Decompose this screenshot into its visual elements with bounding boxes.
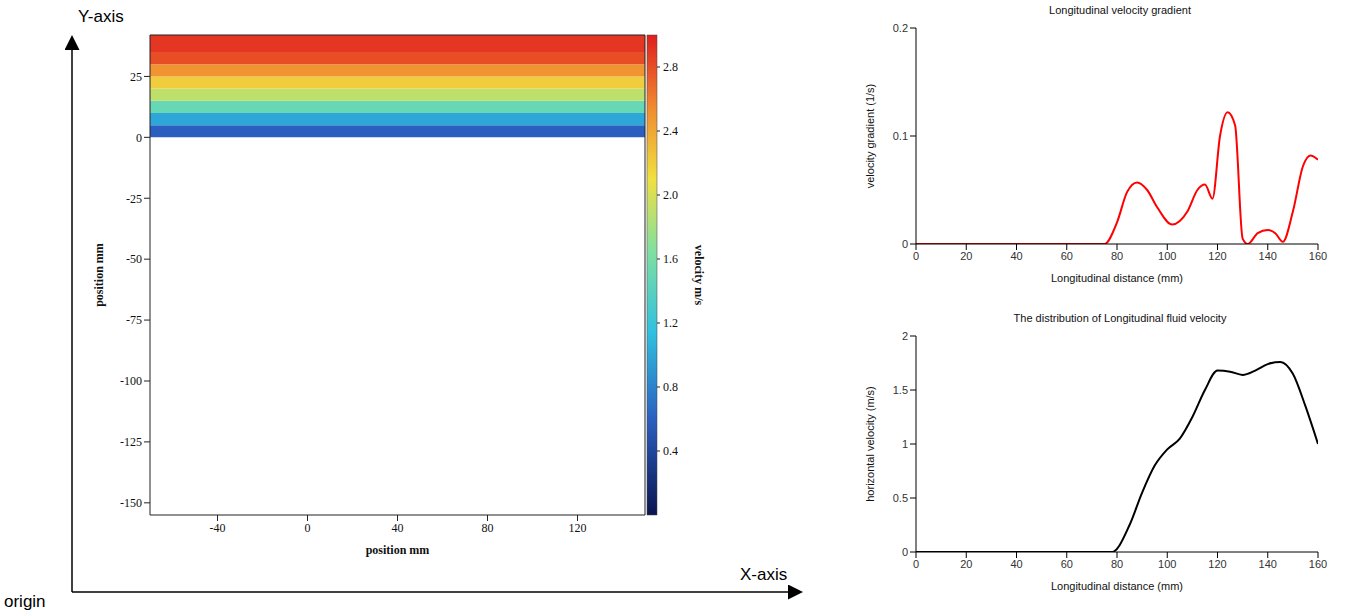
html-text:The distribution of Longitudin: The distribution of Longitudinal fluid v… — [1013, 312, 1227, 324]
svg-text:horizontal velocity (m/s): horizontal velocity (m/s) — [864, 386, 876, 502]
svg-text:position mm: position mm — [366, 543, 430, 557]
svg-text:-40: -40 — [210, 521, 226, 535]
svg-text:1: 1 — [902, 438, 908, 450]
svg-text:2.4: 2.4 — [663, 124, 678, 138]
svg-text:origin: origin — [4, 592, 46, 611]
svg-text:140: 140 — [1259, 558, 1277, 570]
svg-text:-25: -25 — [126, 192, 142, 206]
svg-text:80: 80 — [1111, 558, 1123, 570]
svg-text:0.4: 0.4 — [663, 444, 678, 458]
svg-text:position mm: position mm — [92, 243, 106, 307]
svg-text:120: 120 — [1208, 558, 1226, 570]
svg-text:Longitudinal distance (mm): Longitudinal distance (mm) — [1051, 580, 1183, 592]
svg-text:2.0: 2.0 — [663, 188, 678, 202]
svg-text:60: 60 — [1061, 558, 1073, 570]
svg-text:160: 160 — [1309, 250, 1327, 262]
svg-text:2: 2 — [902, 330, 908, 342]
svg-text:40: 40 — [392, 521, 404, 535]
svg-text:1.5: 1.5 — [893, 384, 908, 396]
svg-text:0.2: 0.2 — [893, 22, 908, 34]
svg-text:20: 20 — [960, 250, 972, 262]
svg-text:0.8: 0.8 — [663, 380, 678, 394]
svg-text:-150: -150 — [120, 496, 142, 510]
svg-text:80: 80 — [1111, 250, 1123, 262]
svg-text:-50: -50 — [126, 252, 142, 266]
svg-text:40: 40 — [1010, 558, 1022, 570]
svg-text:0: 0 — [902, 546, 908, 558]
svg-text:140: 140 — [1259, 250, 1277, 262]
svg-text:40: 40 — [1010, 250, 1022, 262]
svg-text:80: 80 — [482, 521, 494, 535]
svg-text:-75: -75 — [126, 313, 142, 327]
svg-text:160: 160 — [1309, 558, 1327, 570]
svg-text:60: 60 — [1061, 250, 1073, 262]
svg-text:0: 0 — [305, 521, 311, 535]
svg-text:120: 120 — [1208, 250, 1226, 262]
svg-text:100: 100 — [1158, 558, 1176, 570]
svg-text:2.8: 2.8 — [663, 60, 678, 74]
svg-text:1.6: 1.6 — [663, 252, 678, 266]
svg-text:1.2: 1.2 — [663, 316, 678, 330]
svg-text:Longitudinal distance (mm): Longitudinal distance (mm) — [1051, 272, 1183, 284]
html-text:Longitudinal velocity gradient: Longitudinal velocity gradient — [1049, 4, 1191, 16]
svg-text:120: 120 — [569, 521, 587, 535]
svg-text:X-axis: X-axis — [740, 565, 787, 584]
svg-text:0.1: 0.1 — [893, 130, 908, 142]
svg-text:0: 0 — [913, 250, 919, 262]
svg-text:25: 25 — [130, 70, 142, 84]
svg-text:-125: -125 — [120, 435, 142, 449]
svg-text:0: 0 — [136, 131, 142, 145]
svg-text:-100: -100 — [120, 374, 142, 388]
svg-text:0.5: 0.5 — [893, 492, 908, 504]
svg-text:20: 20 — [960, 558, 972, 570]
svg-text:0: 0 — [913, 558, 919, 570]
svg-text:0: 0 — [902, 238, 908, 250]
svg-text:velocity gradient (1/s): velocity gradient (1/s) — [864, 84, 876, 189]
svg-text:Y-axis: Y-axis — [78, 7, 124, 26]
svg-text:100: 100 — [1158, 250, 1176, 262]
svg-text:velocity m/s: velocity m/s — [692, 245, 706, 306]
